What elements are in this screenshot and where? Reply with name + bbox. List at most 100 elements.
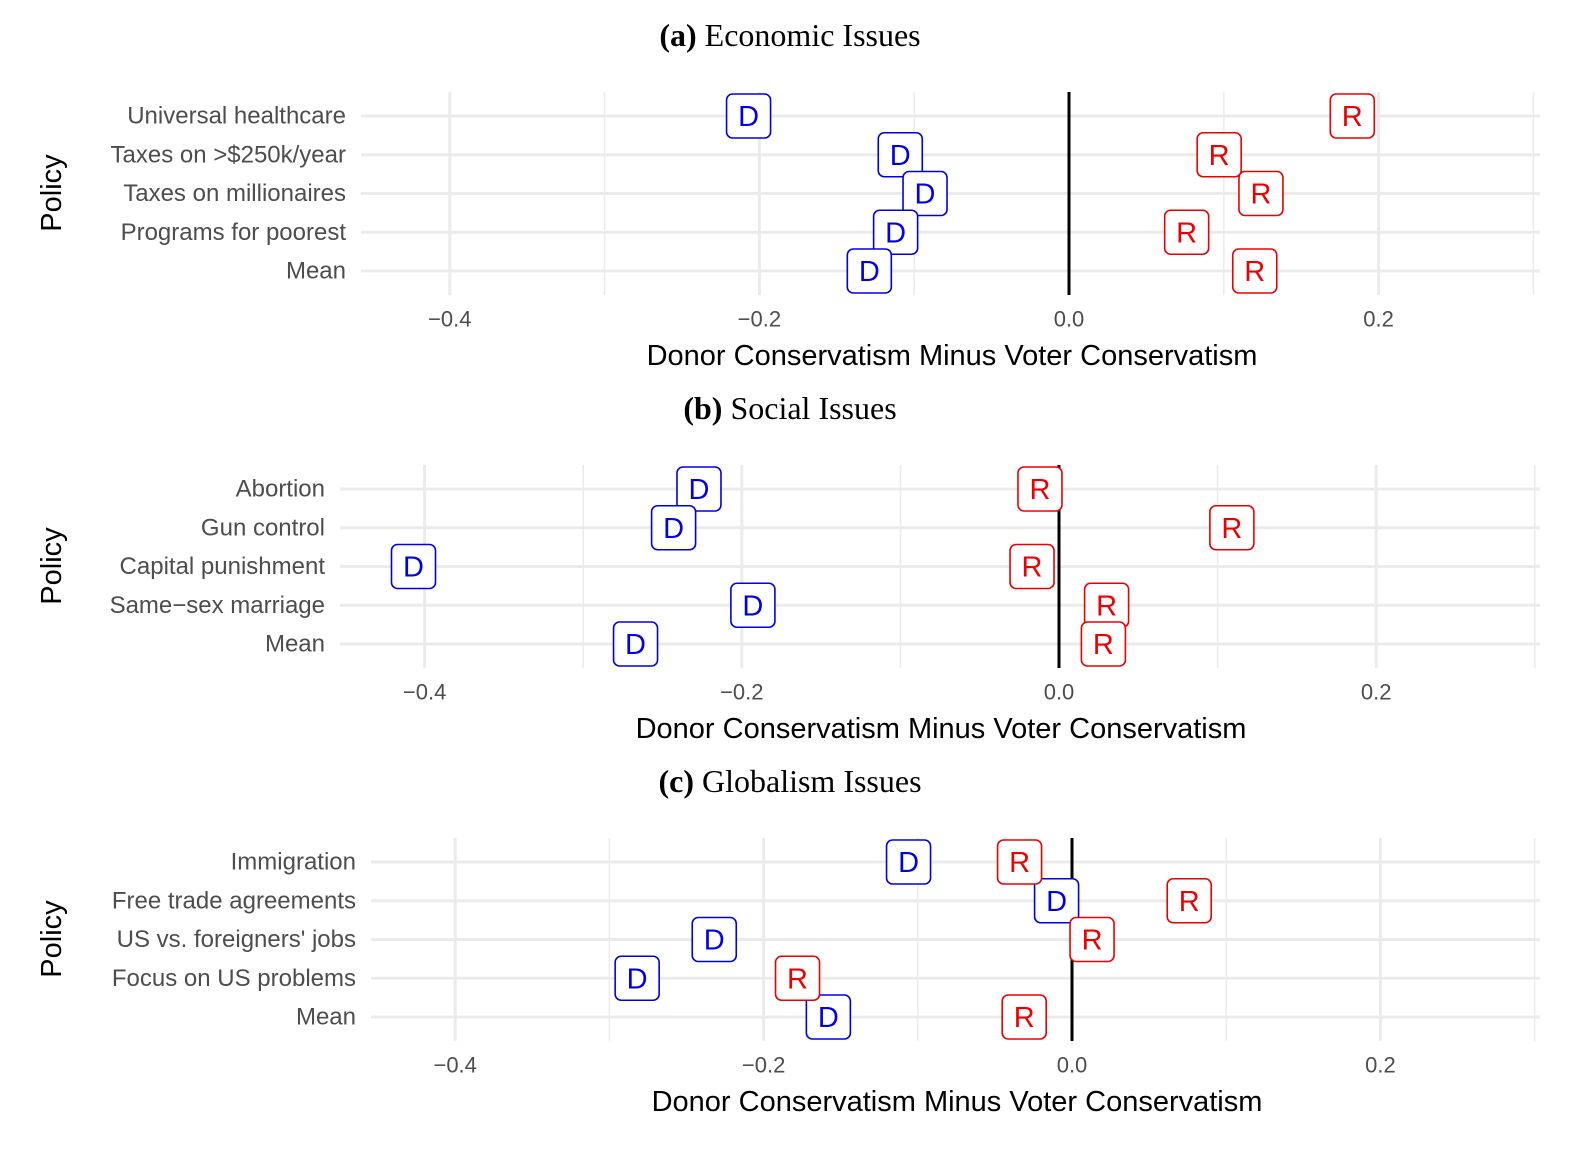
point-label: R [1096, 590, 1117, 622]
x-tick-label: 0.2 [1363, 307, 1394, 332]
point-label: D [403, 552, 424, 584]
panel-2: (b) Social Issues Abortion Gun control Capi… [36, 390, 1540, 745]
panel-title: (c) Globalism Issues [658, 763, 921, 799]
point-d: D [390, 543, 437, 590]
category-label: Programs for poorest [121, 219, 347, 246]
point-d: D [885, 839, 932, 885]
point-d: D [650, 504, 697, 551]
category-label: Universal healthcare [127, 103, 346, 130]
point-r: R [774, 955, 821, 1002]
category-label: Taxes on >$250k/year [111, 141, 347, 168]
point-label: D [898, 847, 919, 879]
x-tick-label: 0.2 [1361, 680, 1392, 705]
category-label: Immigration [231, 849, 356, 876]
point-d: D [691, 916, 738, 963]
point-label: R [1009, 847, 1030, 879]
point-r: R [1209, 504, 1255, 551]
point-box [1166, 877, 1212, 924]
x-tick-label: −0.2 [738, 307, 781, 332]
panel-title: (b) Social Issues [683, 390, 896, 426]
category-label: Mean [286, 258, 346, 285]
category-label: Taxes on millionaires [123, 180, 346, 207]
x-tick-label: 0.0 [1044, 680, 1075, 705]
point-label: R [1176, 217, 1197, 249]
point-r: R [1017, 466, 1063, 512]
x-tick-label: −0.2 [720, 680, 763, 705]
point-box [676, 466, 722, 512]
x-tick-label: 0.2 [1365, 1053, 1396, 1078]
point-box [614, 955, 660, 1002]
point-label: D [915, 179, 936, 211]
point-label: R [1029, 474, 1050, 506]
panel-title-prefix: (b) [683, 390, 722, 426]
point-label: D [689, 474, 710, 506]
point-label: D [627, 963, 648, 995]
point-label: D [742, 590, 763, 622]
point-d: D [872, 209, 919, 256]
x-axis-title: Donor Conservatism Minus Voter Conservat… [636, 713, 1247, 745]
point-box [1238, 170, 1284, 217]
point-box [390, 543, 437, 590]
point-label: D [663, 513, 684, 545]
y-axis-title: Policy [36, 900, 68, 978]
point-r: R [1001, 994, 1047, 1040]
x-tick-label: −0.4 [428, 307, 471, 332]
point-box [872, 209, 919, 256]
category-label: Capital punishment [120, 553, 326, 580]
x-tick-label: −0.2 [742, 1053, 785, 1078]
point-box [996, 839, 1043, 885]
point-label: D [890, 140, 911, 172]
point-box [902, 170, 948, 217]
category-label: Abortion [236, 476, 325, 503]
point-r: R [1080, 621, 1127, 667]
y-axis-title: Policy [36, 527, 68, 605]
point-box [877, 131, 924, 178]
panel-1: (a) Economic Issues Universal healthcare T… [36, 17, 1540, 372]
point-label: D [1046, 886, 1067, 918]
point-box [1080, 621, 1127, 667]
panel-3: (c) Globalism Issues Immigration Free trad… [36, 763, 1540, 1118]
point-box [805, 994, 852, 1040]
x-axis-title: Donor Conservatism Minus Voter Conservat… [647, 340, 1258, 372]
point-box [1209, 504, 1255, 551]
point-r: R [1196, 131, 1242, 178]
point-label: D [818, 1002, 839, 1034]
point-r: R [1329, 93, 1376, 139]
point-r: R [1069, 916, 1115, 963]
category-label: Mean [296, 1004, 356, 1031]
x-tick-label: −0.4 [403, 680, 446, 705]
point-label: R [1093, 629, 1114, 661]
point-d: D [846, 248, 893, 294]
point-box [1009, 543, 1055, 590]
point-box [1163, 209, 1210, 256]
category-label: Gun control [201, 514, 325, 541]
point-d: D [612, 621, 659, 667]
category-label: Same−sex marriage [110, 592, 325, 619]
point-label: R [1342, 101, 1363, 133]
point-d: D [1033, 877, 1080, 924]
point-label: R [1082, 925, 1103, 957]
category-label: US vs. foreigners' jobs [117, 926, 356, 953]
x-axis-title: Donor Conservatism Minus Voter Conservat… [652, 1086, 1263, 1118]
point-r: R [1163, 209, 1210, 256]
point-label: R [1221, 513, 1242, 545]
category-label: Focus on US problems [112, 965, 356, 992]
x-tick-label: −0.4 [433, 1053, 476, 1078]
point-box [725, 93, 772, 139]
point-d: D [614, 955, 660, 1002]
point-d: D [676, 466, 722, 512]
point-label: D [704, 925, 725, 957]
point-label: D [885, 217, 906, 249]
panel-title-prefix: (c) [658, 763, 694, 799]
point-d: D [725, 93, 772, 139]
point-d: D [805, 994, 852, 1040]
panel-title-text: Economic Issues [697, 17, 921, 53]
point-label: R [1250, 179, 1271, 211]
panel-title-text: Globalism Issues [694, 763, 922, 799]
point-box [1001, 994, 1047, 1040]
point-d: D [877, 131, 924, 178]
point-box [1033, 877, 1080, 924]
point-box [1069, 916, 1115, 963]
point-box [1017, 466, 1063, 512]
